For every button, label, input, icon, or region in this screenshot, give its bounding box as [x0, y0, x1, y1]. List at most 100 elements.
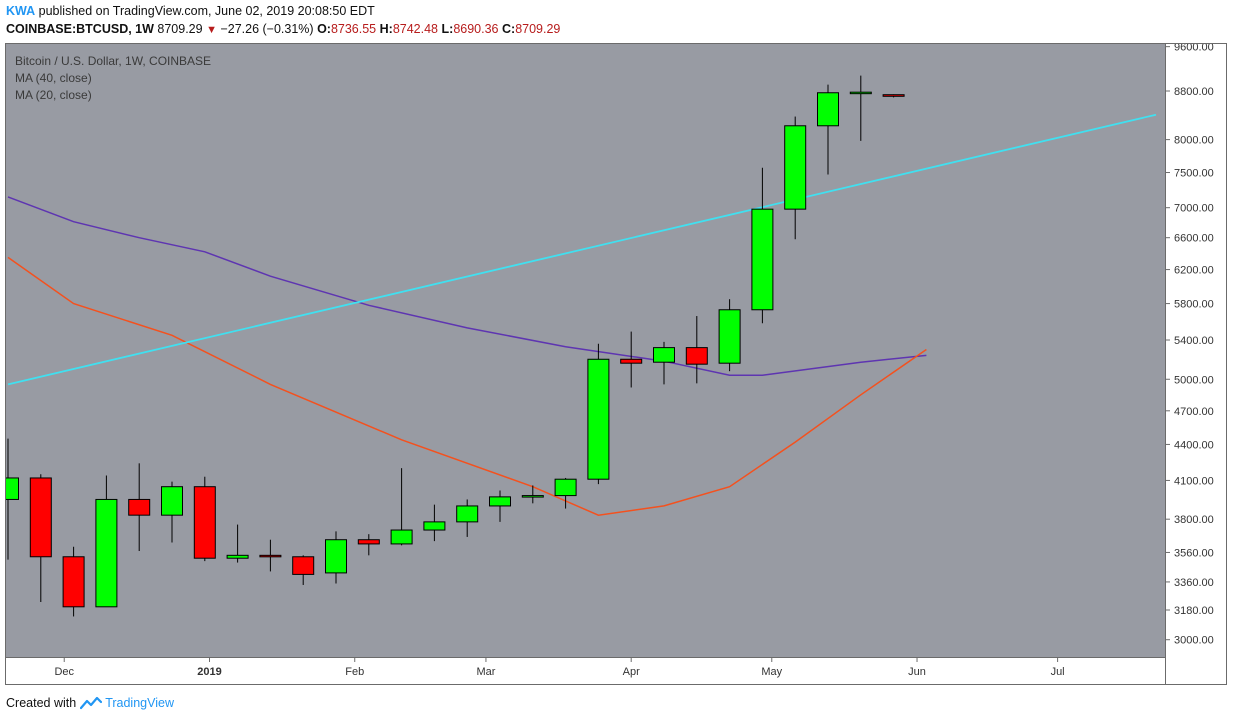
legend-ma40: MA (40, close): [15, 71, 92, 85]
candle-2019-05-27: [882, 94, 905, 98]
price-tick-label: 7500.00: [1174, 168, 1214, 180]
price-tick-label: 3560.00: [1174, 547, 1214, 559]
candle-body: [882, 94, 905, 97]
candle-body: [390, 529, 413, 545]
price-tick-label: 5000.00: [1174, 374, 1214, 386]
time-tick-label: Dec: [54, 666, 74, 678]
candle-body: [161, 486, 183, 516]
candle-2019-04-22: [718, 299, 741, 372]
price-tick-label: 3180.00: [1174, 605, 1214, 617]
candle-body: [62, 556, 85, 608]
price-tick-label: 3000.00: [1174, 635, 1214, 647]
candle-body: [259, 554, 282, 558]
candle-2018-12-17: [128, 463, 151, 552]
publish-info: KWA published on TradingView.com, June 0…: [6, 4, 375, 18]
candle-body: [226, 554, 249, 559]
candle-body: [95, 498, 118, 608]
time-tick-label: May: [761, 666, 782, 678]
footer: Created with TradingView: [6, 696, 174, 710]
low-label: L:: [441, 22, 454, 36]
time-tick-label: Jun: [908, 666, 926, 678]
time-tick-label: 2019: [197, 666, 221, 678]
open-value: 8736.55: [330, 22, 377, 36]
chart-legend: Bitcoin / U.S. Dollar, 1W, COINBASE MA (…: [15, 54, 211, 102]
candle-2019-03-04: [489, 490, 511, 522]
candle-2018-11-19: [6, 438, 19, 560]
ohlc-header: COINBASE:BTCUSD, 1W 8709.29 ▼ −27.26 (−0…: [6, 22, 560, 36]
candle-body: [423, 521, 446, 531]
price-tick-label: 7000.00: [1174, 203, 1214, 215]
close-value: 8709.29: [515, 22, 561, 36]
candle-body: [357, 539, 380, 545]
candle-body: [521, 495, 544, 498]
candle-2019-03-18: [554, 477, 577, 509]
last-price: 8709.29: [157, 22, 203, 36]
price-tick-label: 4700.00: [1174, 406, 1214, 418]
tradingview-logo-icon: [80, 696, 103, 710]
legend-ma20: MA (20, close): [15, 88, 92, 102]
symbol-label: COINBASE:BTCUSD, 1W: [6, 22, 154, 36]
candle-2019-05-13: [817, 84, 839, 175]
legend-title: Bitcoin / U.S. Dollar, 1W, COINBASE: [15, 54, 211, 68]
time-tick-label: Feb: [345, 666, 364, 678]
candle-2019-02-18: [423, 504, 446, 542]
price-tick-label: 3360.00: [1174, 577, 1214, 589]
candle-2019-02-25: [456, 499, 479, 537]
candle-body: [489, 496, 511, 507]
candles: [6, 75, 905, 617]
candle-2019-01-21: [292, 555, 315, 585]
candle-body: [751, 208, 774, 311]
candle-body: [784, 125, 807, 210]
candle-2018-12-03: [62, 546, 85, 617]
candle-body: [6, 477, 19, 500]
open-label: O:: [317, 22, 331, 36]
candle-body: [292, 556, 315, 575]
price-tick-label: 9600.00: [1174, 44, 1214, 54]
price-tick-label: 5400.00: [1174, 335, 1214, 347]
candle-2018-11-26: [29, 474, 52, 603]
time-axis[interactable]: Dec 2019 Feb Mar Apr May Jun Jul: [54, 657, 1065, 678]
author-name[interactable]: KWA: [6, 4, 36, 18]
footer-created: Created with: [6, 696, 77, 710]
price-tick-label: 5800.00: [1174, 299, 1214, 311]
series-ma-40-close-: [7, 196, 927, 376]
price-tick-label: 8800.00: [1174, 86, 1214, 98]
candle-body: [849, 91, 872, 95]
price-chart[interactable]: 3000.00 3180.00 3360.00 3560.00 3800.00 4100.…: [6, 44, 1226, 684]
down-arrow-icon: ▼: [206, 24, 217, 36]
high-value: 8742.48: [392, 22, 439, 36]
time-tick-label: Apr: [623, 666, 640, 678]
candle-2019-05-20: [849, 75, 872, 141]
candle-body: [456, 505, 479, 523]
candle-body: [620, 358, 643, 364]
candle-2019-01-14: [259, 539, 282, 572]
chart-frame[interactable]: 3000.00 3180.00 3360.00 3560.00 3800.00 4100.…: [5, 43, 1227, 685]
price-tick-label: 6200.00: [1174, 265, 1214, 277]
chart-background: [6, 44, 1165, 657]
candle-2019-04-01: [620, 331, 643, 388]
candle-body: [653, 347, 675, 363]
footer-brand[interactable]: TradingView: [105, 696, 174, 710]
candle-body: [685, 347, 708, 365]
candle-2018-12-10: [95, 475, 118, 608]
candle-2018-12-24: [161, 481, 183, 543]
candle-2019-01-07: [226, 524, 249, 563]
price-tick-label: 6600.00: [1174, 233, 1214, 245]
candle-2019-01-28: [325, 531, 347, 584]
close-label: C:: [501, 22, 516, 36]
low-value: 8690.36: [453, 22, 499, 36]
price-tick-label: 8000.00: [1174, 135, 1214, 147]
candle-body: [718, 309, 741, 364]
candle-2019-03-11: [521, 485, 544, 504]
candle-2019-05-06: [784, 116, 807, 240]
candle-2019-02-04: [357, 534, 380, 556]
high-label: H:: [379, 22, 393, 36]
price-axis[interactable]: 3000.00 3180.00 3360.00 3560.00 3800.00 4100.…: [1165, 44, 1214, 647]
axis-lines: [6, 44, 1166, 684]
candle-2019-04-15: [685, 316, 708, 384]
price-tick-label: 4100.00: [1174, 475, 1214, 487]
price-tick-label: 4400.00: [1174, 439, 1214, 451]
time-tick-label: Mar: [476, 666, 495, 678]
price-change: −27.26 (−0.31%): [220, 22, 314, 36]
candle-2019-04-08: [653, 341, 675, 385]
